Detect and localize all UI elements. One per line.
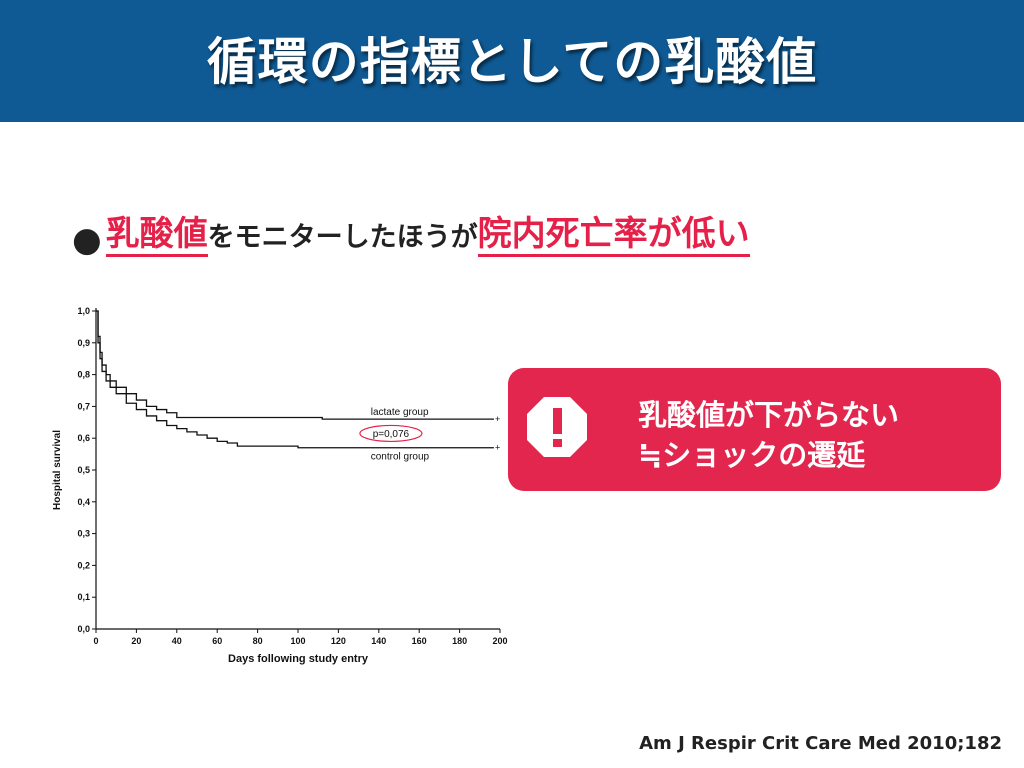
y-tick-label: 0,8 <box>77 370 90 380</box>
series-end-marker: + <box>495 414 500 424</box>
x-tick-label: 80 <box>253 636 263 646</box>
series-end-marker: + <box>495 443 500 453</box>
x-axis-label: Days following study entry <box>228 653 369 665</box>
y-tick-label: 0,4 <box>77 497 90 507</box>
x-tick-label: 120 <box>331 636 346 646</box>
y-tick-label: 0,2 <box>77 560 90 570</box>
series-line-control <box>96 310 494 449</box>
y-tick-label: 0,9 <box>77 338 90 348</box>
bullet-highlight-mortality: 院内死亡率が低い <box>477 217 750 257</box>
bullet-highlight-lactate: 乳酸値 <box>105 217 208 257</box>
series-label-control: control group <box>371 452 430 463</box>
y-axis-label: Hospital survival <box>52 430 63 510</box>
bullet-text: をモニターしたほうが <box>207 222 478 253</box>
y-tick-label: 0,0 <box>77 624 90 634</box>
series-label-lactate: lactate group <box>371 407 429 418</box>
y-tick-label: 0,5 <box>77 465 90 475</box>
p-value-ellipse <box>359 424 423 443</box>
survival-chart: 0 20 40 60 80 100 120 140 160 180 200 0,0 0,1 0,2 0,3 0… <box>52 306 508 665</box>
slide-title: 循環の指標としての乳酸値 <box>206 33 818 91</box>
x-tick-label: 200 <box>492 636 507 646</box>
x-tick-label: 0 <box>93 636 98 646</box>
x-tick-label: 180 <box>452 636 467 646</box>
exclamation-octagon-icon <box>527 397 587 457</box>
callout-line-1: 乳酸値が下がらない <box>638 398 900 432</box>
x-tick-label: 20 <box>131 636 141 646</box>
warning-callout: 乳酸値が下がらない ≒ショックの遷延 <box>508 368 1001 491</box>
x-tick-label: 160 <box>412 636 427 646</box>
x-tick-label: 100 <box>290 636 305 646</box>
callout-line-2: ≒ショックの遷延 <box>638 438 866 472</box>
title-bar <box>0 0 1024 122</box>
y-tick-label: 0,6 <box>77 433 90 443</box>
p-value-annotation: p=0,076 <box>373 429 410 440</box>
x-tick-label: 140 <box>371 636 386 646</box>
y-tick-label: 0,3 <box>77 529 90 539</box>
y-tick-label: 0,1 <box>77 592 90 602</box>
y-tick-label: 0,7 <box>77 401 90 411</box>
bullet-dot: ● <box>72 220 102 260</box>
bullet-point: ● 乳酸値 をモニターしたほうが 院内死亡率が低い <box>72 205 750 257</box>
series-line-lactate <box>96 310 494 420</box>
x-tick-label: 40 <box>172 636 182 646</box>
citation: Am J Respir Crit Care Med 2010;182 <box>639 733 1002 754</box>
y-tick-label: 1,0 <box>77 306 90 316</box>
x-tick-label: 60 <box>212 636 222 646</box>
